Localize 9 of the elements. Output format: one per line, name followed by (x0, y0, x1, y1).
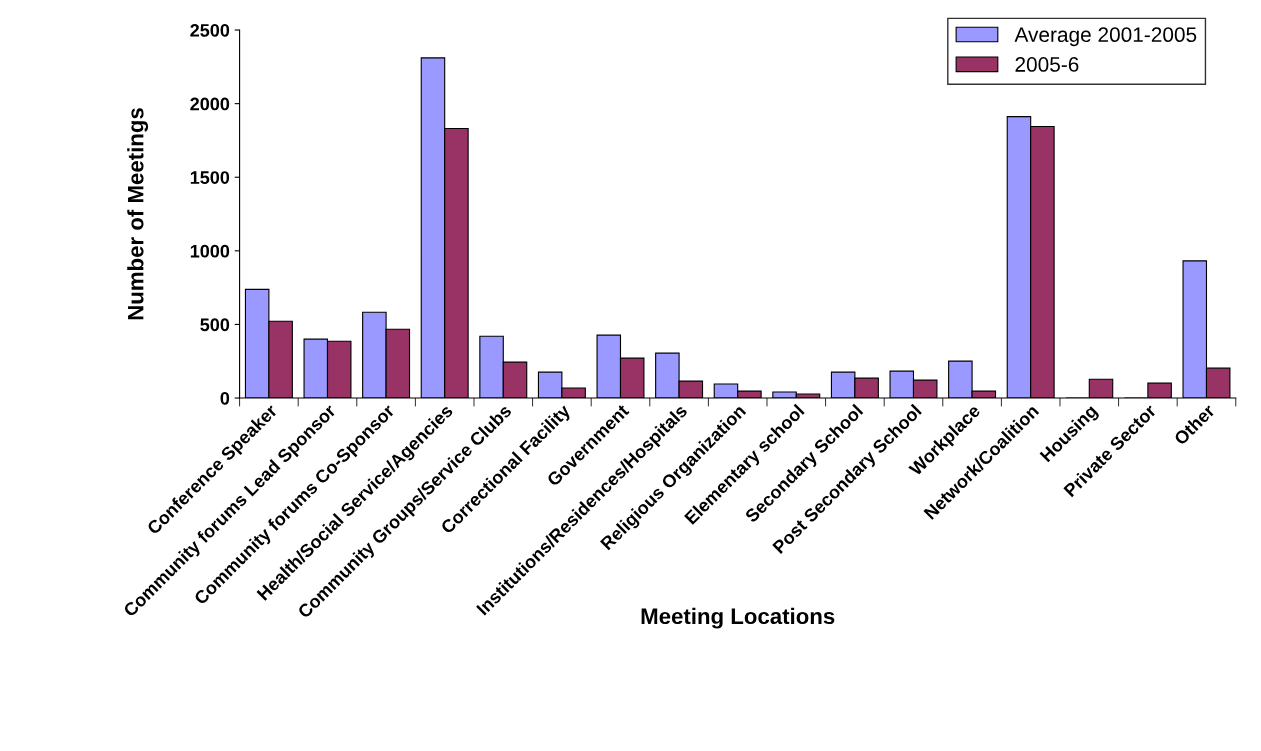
legend-label: 2005-6 (1015, 57, 1079, 72)
y-tick-label: 0 (220, 391, 230, 405)
y-tick-label: 2500 (190, 23, 230, 37)
y-tick-label: 500 (200, 318, 230, 332)
y-axis-title: Number of Meetings (127, 108, 149, 320)
y-tick-label: 1500 (190, 171, 230, 184)
y-tick-label: 1000 (190, 244, 230, 258)
legend-label: Average 2001-2005 (1014, 27, 1197, 47)
y-tick-label: 2000 (190, 97, 230, 111)
